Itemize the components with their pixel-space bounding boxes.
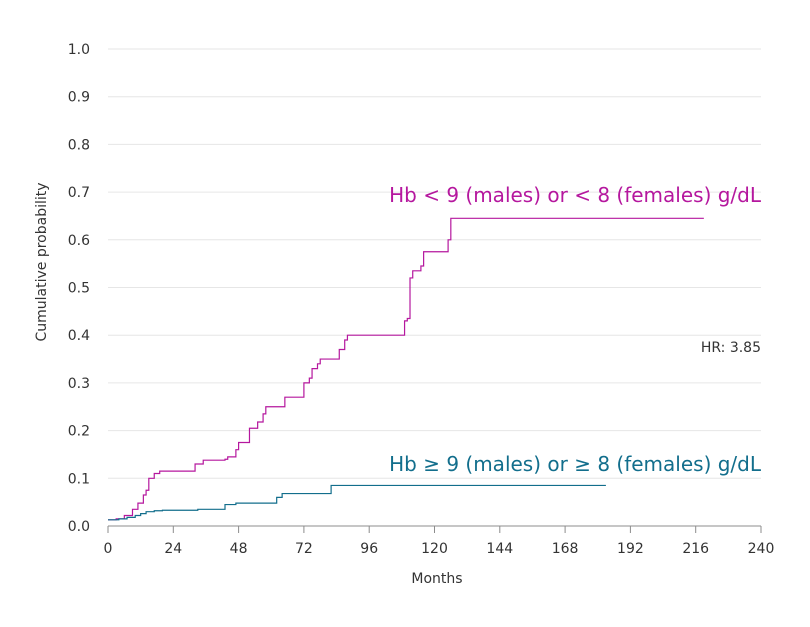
y-tick-label: 0.5 [68,281,90,297]
x-tick-label: 72 [295,541,313,557]
x-tick-label: 240 [748,541,775,557]
x-tick-label: 0 [104,541,113,557]
series-label-normal-hb: Hb ≥ 9 (males) or ≥ 8 (females) g/dL [389,452,762,476]
x-axis-title: Months [411,571,462,587]
y-axis-title: Cumulative probability [34,182,50,341]
y-tick-label: 0.3 [68,376,90,392]
gridlines [108,48,761,479]
x-tick-label: 24 [164,541,182,557]
y-tick-label: 0.4 [68,328,90,344]
y-tick-label: 0.2 [68,424,90,440]
x-tick-label: 168 [552,541,579,557]
y-tick-label: 0.6 [68,233,90,249]
y-tick-label: 0.1 [68,471,90,487]
y-tick-label: 1.0 [68,42,90,58]
series-line-1 [108,484,606,521]
y-tick-label: 0.7 [68,185,90,201]
x-tick-label: 48 [230,541,248,557]
y-axis-ticks: 0.0 0.1 0.2 0.3 0.4 0.5 0.6 0.7 0.8 0.9 1.0 [68,42,90,535]
series-line-0 [108,217,704,521]
series-lines [108,217,704,521]
hazard-ratio-annotation: HR: 3.85 [701,340,761,356]
series-label-low-hb: Hb < 9 (males) or < 8 (females) g/dL [389,183,762,207]
x-tick-label: 96 [360,541,378,557]
x-axis-ticks: 0 24 48 72 96 120 144 168 192 216 240 [104,526,775,557]
x-tick-label: 120 [421,541,448,557]
x-tick-label: 216 [682,541,709,557]
y-tick-label: 0.9 [68,90,90,106]
x-tick-label: 144 [486,541,513,557]
y-tick-label: 0.0 [68,519,90,535]
y-tick-label: 0.8 [68,137,90,153]
x-tick-label: 192 [617,541,644,557]
